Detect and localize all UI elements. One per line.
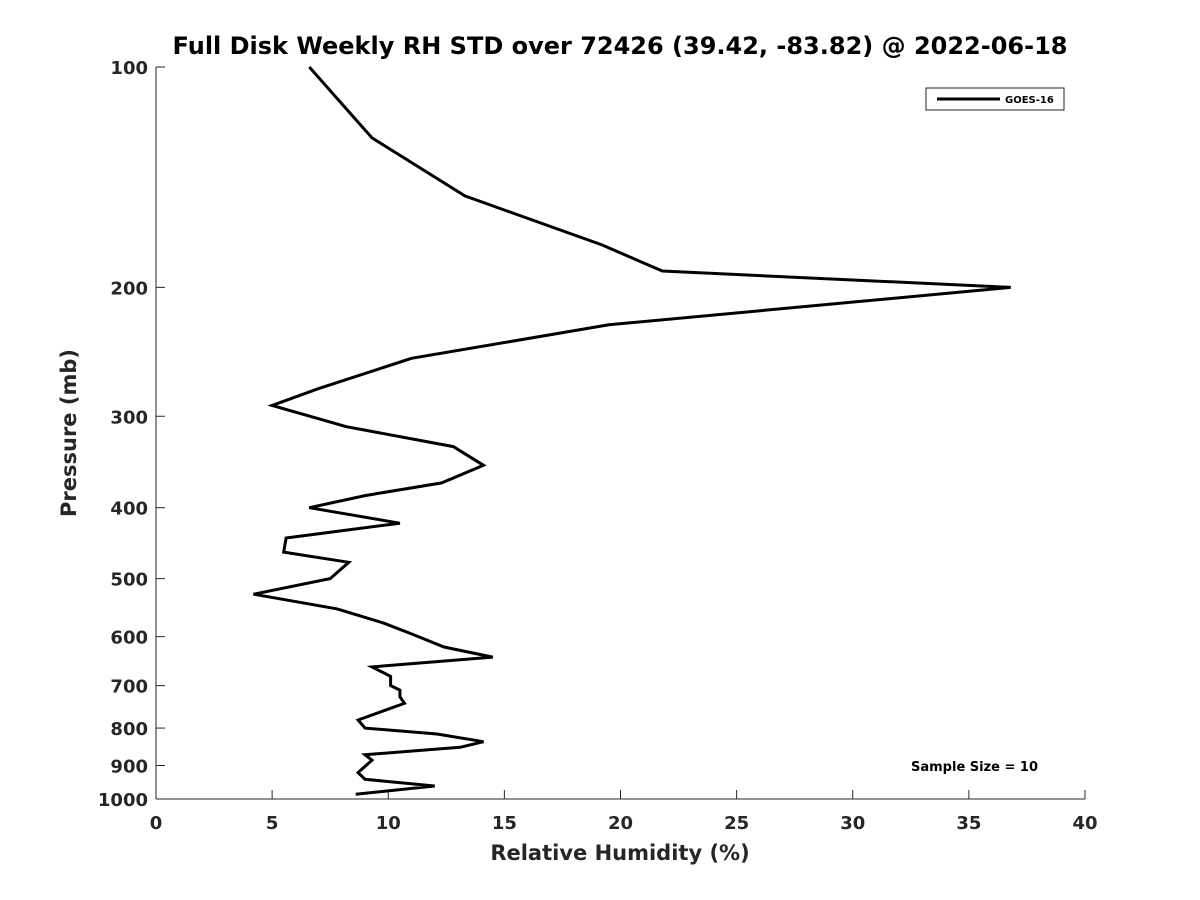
chart-title: Full Disk Weekly RH STD over 72426 (39.4… bbox=[173, 32, 1068, 60]
x-tick-label: 5 bbox=[266, 813, 279, 834]
x-tick-label: 30 bbox=[840, 813, 865, 834]
x-axis-label: Relative Humidity (%) bbox=[490, 841, 749, 865]
y-tick-label: 1000 bbox=[98, 790, 148, 811]
y-ticks: 100 200 300 400 500 600 700 800 900 1000 bbox=[98, 58, 165, 811]
x-tick-label: 35 bbox=[956, 813, 981, 834]
x-tick-label: 40 bbox=[1072, 813, 1097, 834]
y-axis-label: Pressure (mb) bbox=[57, 349, 81, 517]
x-tick-label: 0 bbox=[150, 813, 163, 834]
y-tick-label: 200 bbox=[110, 278, 148, 299]
x-tick-label: 20 bbox=[608, 813, 633, 834]
series-line-goes-16 bbox=[253, 66, 1011, 796]
x-tick-label: 25 bbox=[724, 813, 749, 834]
y-tick-label: 500 bbox=[110, 570, 148, 591]
y-tick-label: 800 bbox=[110, 719, 148, 740]
legend-label: GOES-16 bbox=[1005, 95, 1054, 106]
legend: GOES-16 bbox=[925, 87, 1065, 111]
plot-area bbox=[156, 67, 1085, 799]
y-tick-label: 700 bbox=[110, 677, 148, 698]
x-ticks: 0 5 10 15 20 25 30 35 40 bbox=[150, 790, 1098, 834]
y-tick-label: 900 bbox=[110, 757, 148, 778]
y-tick-label: 300 bbox=[110, 407, 148, 428]
y-tick-label: 100 bbox=[110, 58, 148, 79]
sample-size-annotation: Sample Size = 10 bbox=[911, 760, 1038, 775]
x-tick-label: 15 bbox=[492, 813, 517, 834]
y-tick-label: 600 bbox=[110, 628, 148, 649]
x-tick-label: 10 bbox=[376, 813, 401, 834]
y-tick-label: 400 bbox=[110, 499, 148, 520]
